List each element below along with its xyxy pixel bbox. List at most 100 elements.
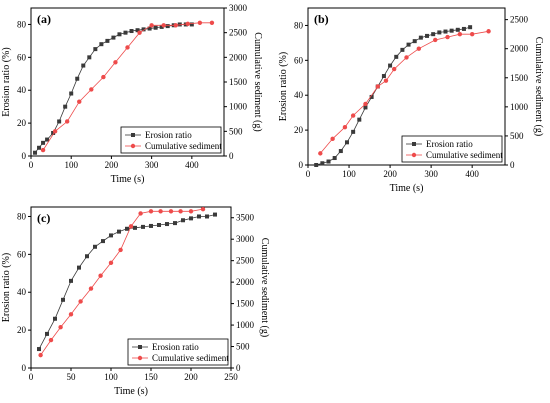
panel-1-series-1-point xyxy=(37,145,42,150)
panel-3-series-1-point xyxy=(189,216,193,221)
panel-3-series-2-point xyxy=(108,260,114,266)
panel-3-legend-label-2: Cumulative sediment xyxy=(152,353,229,363)
panel-3-y-right-tick-label: 2000 xyxy=(236,277,255,287)
panel-2-series-2-point xyxy=(391,66,397,72)
panel-3-legend-label-1: Erosion ratio xyxy=(152,342,199,352)
panel-3-y-left-tick-label: 20 xyxy=(17,325,27,335)
panel-3-series-2-point xyxy=(188,209,194,214)
panel-1-series-1-point xyxy=(117,32,122,37)
panel-1-y-right-tick-label: 0 xyxy=(229,151,234,161)
panel-1-series-2-point xyxy=(137,30,142,35)
panel-2-y-right-tick-label: 1500 xyxy=(510,73,529,83)
panel-2-series-1-point xyxy=(418,35,423,40)
panel-1-series-1-point xyxy=(141,27,146,32)
panel-1-series-2-point xyxy=(161,23,166,28)
panel-2-plot-frame xyxy=(307,7,506,166)
panel-2-label: (b) xyxy=(314,12,329,26)
panel-1-x-tick-label: 200 xyxy=(105,160,119,170)
panel-1-x-tick-label: 300 xyxy=(145,160,159,170)
panel-1-legend-marker-2 xyxy=(130,143,136,149)
panel-1-y-left-tick-label: 40 xyxy=(17,85,27,95)
panel-1-series-1-point xyxy=(41,140,46,145)
panel-2-series-2-point xyxy=(416,46,422,51)
panel-3-series-1-point xyxy=(141,224,145,229)
panel-1-y-right-tick-label: 500 xyxy=(229,126,243,136)
panel-1-series-1-point xyxy=(93,47,98,52)
panel-2-series-1-point xyxy=(406,42,411,47)
panel-3-series-2-point xyxy=(178,209,183,214)
panel-1-y-left-tick-label: 80 xyxy=(17,19,27,29)
panel-1-series-1-point xyxy=(105,38,110,43)
panel-3-series-1-point xyxy=(69,278,73,283)
panel-3-series-1-point xyxy=(133,225,137,230)
panel-2-series-1-point xyxy=(351,129,356,134)
panel-2-x-tick-label: 200 xyxy=(383,169,397,179)
panel-3-series-2-point xyxy=(98,273,103,278)
panel-2-legend-label-1: Erosion ratio xyxy=(426,139,473,149)
panel-2-series-1-point xyxy=(314,163,319,167)
panel-3-series-2-point xyxy=(158,209,163,214)
panel-2-x-tick-label: 0 xyxy=(306,169,311,179)
panel-3-series-1-point xyxy=(85,254,89,259)
panel-2-series-1-point xyxy=(344,140,349,145)
panel-2-y-right-tick-label: 1000 xyxy=(510,102,529,112)
panel-2-series-2-line xyxy=(319,30,489,154)
panel-1-series-1-point xyxy=(135,28,140,33)
panel-3-y-right-axis-title: Cumulative sediment (g) xyxy=(259,238,270,337)
panel-2-series-1-point xyxy=(425,33,430,38)
panel-2-series-2-point xyxy=(469,31,475,37)
panel-3-series-2-point xyxy=(148,209,154,214)
panel-2-series-1-point xyxy=(412,39,417,44)
panel-2-series-1-point xyxy=(437,30,442,35)
panel-1-series-2-point xyxy=(40,147,46,153)
panel-1-legend-label-2: Cumulative sediment xyxy=(145,141,222,151)
panel-1-series-1-point xyxy=(57,119,62,124)
panel-2-series-1-point xyxy=(400,47,405,52)
panel-3-series-1-point xyxy=(197,214,201,219)
panel-3-series-1-point xyxy=(93,244,97,249)
panel-2-series-1-point xyxy=(394,54,399,59)
panel-3-series-1-point xyxy=(205,214,209,219)
panel-3-series-2-point xyxy=(68,312,74,317)
panel-2-series-1-point xyxy=(320,161,325,166)
panel-3-y-right-tick-label: 2500 xyxy=(236,256,255,266)
panel-2-series-1-point xyxy=(381,74,386,79)
panel-3-y-right-tick-label: 0 xyxy=(236,363,241,373)
panel-2-series-1-point xyxy=(449,28,454,33)
panel-3-plot-frame xyxy=(30,206,232,369)
panel-3-series-1-point xyxy=(165,222,169,227)
panel-3-series-2-point xyxy=(200,206,206,212)
panel-2-series-1-point xyxy=(363,105,368,110)
panel-3-x-tick-label: 200 xyxy=(184,372,198,382)
panel-2-series-2-point xyxy=(445,34,450,40)
panel-1-series-1-point xyxy=(111,35,116,40)
panel-2-x-axis-title: Time (s) xyxy=(390,183,424,194)
panel-2-series-1-point xyxy=(326,159,331,164)
panel-1-series-2-point xyxy=(125,45,130,50)
panel-1-y-right-tick-label: 2500 xyxy=(229,28,248,38)
panel-1-series-1-point xyxy=(33,150,38,155)
panel-1-series-1-point xyxy=(63,104,68,109)
panel-1-series-2-point xyxy=(197,20,203,25)
panel-3-x-tick-label: 0 xyxy=(29,372,34,382)
panel-3-series-1-point xyxy=(101,239,105,244)
panel-1-y-right-axis-title: Cumulative sediment (g) xyxy=(252,32,263,131)
panel-1-series-2-point xyxy=(101,74,106,80)
panel-1-series-2-point xyxy=(149,23,154,28)
panel-3-series-1-point xyxy=(117,229,121,234)
panel-1-series-2-point xyxy=(113,60,118,65)
panel-1-series-2-point xyxy=(52,129,58,134)
panel-3-series-2-point xyxy=(168,209,174,214)
panel-3-series-1-point xyxy=(109,233,113,238)
panel-1-x-axis-title: Time (s) xyxy=(111,174,145,185)
panel-1-series-1-point xyxy=(87,55,92,60)
panel-3-y-right-tick-label: 1000 xyxy=(236,320,255,330)
panel-3-series-2-point xyxy=(88,286,94,291)
panel-2-y-left-tick-label: 20 xyxy=(294,125,304,135)
panel-1-series-1-point xyxy=(189,22,194,27)
panel-2-series-1-point xyxy=(461,26,466,31)
panel-3-series-1-point xyxy=(149,223,153,228)
panel-3-label: (c) xyxy=(37,211,50,225)
panel-2-legend-marker-2 xyxy=(411,152,417,158)
